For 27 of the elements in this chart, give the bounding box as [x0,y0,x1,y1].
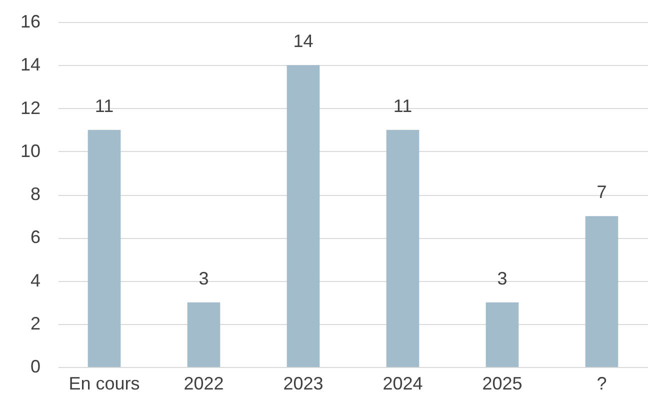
bar [486,302,519,367]
y-tick-label: 14 [20,54,40,75]
x-tick-label: ? [596,374,607,394]
data-label: 3 [497,268,508,288]
y-tick-label: 2 [30,313,40,334]
y-tick-label: 8 [30,184,40,204]
x-tick-label: En cours [68,374,140,394]
data-label: 11 [94,96,114,116]
data-label: 7 [596,182,607,202]
bar [187,302,220,367]
bar [386,130,420,367]
bar [585,216,618,367]
bar [88,130,121,367]
y-tick-label: 12 [20,98,40,118]
y-tick-label: 16 [20,12,40,32]
data-label: 3 [198,268,209,288]
data-label: 14 [293,31,314,52]
y-tick-label: 10 [20,140,40,161]
y-tick-label: 6 [30,227,40,248]
x-tick-label: 2025 [482,374,522,394]
y-tick-label: 0 [30,356,40,376]
data-label: 11 [393,96,412,116]
x-tick-label: 2022 [184,374,224,394]
bar [286,65,320,367]
y-tick-label: 4 [30,270,40,290]
x-tick-label: 2023 [283,374,324,394]
x-tick-label: 2024 [382,374,423,394]
